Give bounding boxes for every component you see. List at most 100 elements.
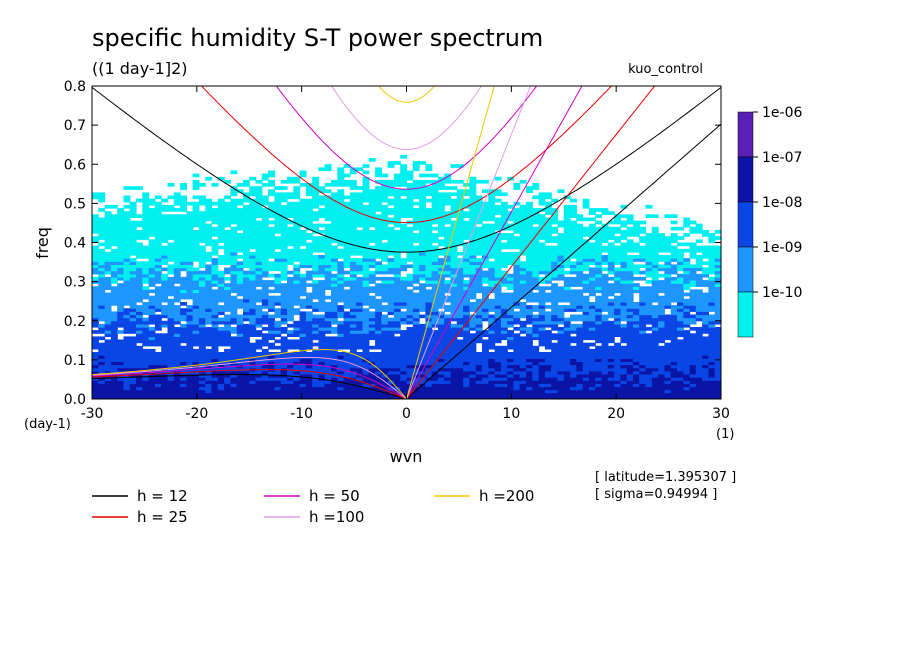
heatmap-cell	[180, 230, 187, 234]
heatmap-cell	[695, 302, 703, 306]
heatmap-cell	[312, 283, 320, 287]
heatmap-cell	[148, 327, 156, 331]
heatmap-cell	[651, 305, 659, 309]
heatmap-cell	[538, 383, 546, 388]
heatmap-cell	[217, 292, 225, 297]
heatmap-cell	[400, 339, 408, 344]
heatmap-cell	[482, 305, 489, 309]
heatmap-cell	[488, 339, 496, 344]
heatmap-cell	[494, 280, 502, 284]
heatmap-cell	[400, 226, 408, 231]
heatmap-cell	[331, 302, 338, 306]
heatmap-cell	[488, 261, 496, 265]
heatmap-cell	[343, 289, 351, 294]
heatmap-cell	[419, 333, 426, 337]
heatmap-cell	[261, 392, 269, 397]
heatmap-cell	[186, 251, 194, 256]
heatmap-cell	[224, 377, 231, 381]
heatmap-cell	[708, 258, 716, 262]
heatmap-cell	[349, 283, 357, 287]
heatmap-cell	[664, 280, 672, 284]
heatmap-cell	[582, 245, 590, 250]
heatmap-cell	[343, 251, 351, 256]
heatmap-cell	[532, 233, 540, 237]
heatmap-cell	[356, 258, 364, 262]
heatmap-cell	[702, 392, 709, 397]
heatmap-cell	[148, 226, 156, 231]
heatmap-cell	[393, 358, 401, 362]
heatmap-cell	[98, 289, 106, 294]
heatmap-cell	[425, 226, 433, 231]
heatmap-cell	[601, 339, 609, 344]
heatmap-cell	[217, 295, 225, 300]
heatmap-cell	[507, 314, 514, 319]
heatmap-cell	[595, 239, 603, 244]
heatmap-cell	[519, 264, 527, 269]
heatmap-cell	[129, 323, 137, 328]
heatmap-cell	[154, 226, 162, 231]
heatmap-cell	[620, 367, 628, 372]
heatmap-cell	[337, 342, 345, 347]
heatmap-cell	[243, 289, 250, 294]
heatmap-cell	[280, 255, 288, 259]
heatmap-cell	[463, 258, 470, 262]
heatmap-cell	[419, 270, 426, 275]
heatmap-cell	[450, 273, 458, 278]
heatmap-cell	[488, 314, 496, 319]
heatmap-cell	[557, 251, 565, 256]
heatmap-cell	[123, 242, 131, 247]
heatmap-cell	[582, 389, 590, 394]
heatmap-cell	[412, 333, 420, 337]
heatmap-cell	[186, 276, 194, 281]
heatmap-cell	[349, 273, 357, 278]
heatmap-cell	[544, 361, 552, 366]
heatmap-cell	[387, 261, 395, 265]
heatmap-cell	[475, 374, 483, 378]
heatmap-cell	[205, 348, 213, 353]
heatmap-cell	[243, 330, 250, 334]
heatmap-cell	[142, 295, 150, 300]
heatmap-cell	[224, 286, 231, 290]
heatmap-cell	[268, 264, 275, 269]
heatmap-cell	[337, 242, 345, 247]
heatmap-cell	[255, 342, 263, 347]
heatmap-cell	[475, 311, 483, 316]
heatmap-cell	[620, 352, 628, 356]
heatmap-cell	[198, 358, 206, 362]
heatmap-cell	[198, 230, 206, 234]
heatmap-cell	[261, 255, 269, 259]
heatmap-cell	[601, 367, 609, 372]
heatmap-cell	[513, 267, 521, 272]
heatmap-cell	[582, 311, 590, 316]
heatmap-cell	[677, 308, 684, 312]
heatmap-cell	[305, 226, 313, 231]
heatmap-cell	[494, 295, 502, 300]
heatmap-cell	[500, 305, 508, 309]
heatmap-cell	[651, 283, 659, 287]
heatmap-cell	[507, 273, 514, 278]
heatmap-cell	[129, 330, 137, 334]
heatmap-cell	[526, 355, 533, 359]
heatmap-cell	[104, 361, 112, 366]
heatmap-cell	[117, 255, 125, 259]
heatmap-cell	[456, 323, 464, 328]
heatmap-cell	[500, 255, 508, 259]
heatmap-cell	[431, 317, 439, 322]
heatmap-cell	[544, 255, 552, 259]
heatmap-cell	[161, 355, 169, 359]
heatmap-cell	[588, 308, 596, 312]
heatmap-cell	[419, 345, 426, 350]
heatmap-cell	[249, 345, 257, 350]
heatmap-cell	[343, 389, 351, 394]
heatmap-cell	[349, 342, 357, 347]
heatmap-cell	[544, 320, 552, 325]
heatmap-cell	[148, 342, 156, 347]
heatmap-cell	[280, 289, 288, 294]
heatmap-cell	[324, 264, 332, 269]
heatmap-cell	[532, 286, 540, 290]
heatmap-cell	[211, 383, 219, 388]
heatmap-cell	[349, 276, 357, 281]
heatmap-cell	[217, 392, 225, 397]
heatmap-cell	[387, 230, 395, 234]
heatmap-cell	[324, 283, 332, 287]
